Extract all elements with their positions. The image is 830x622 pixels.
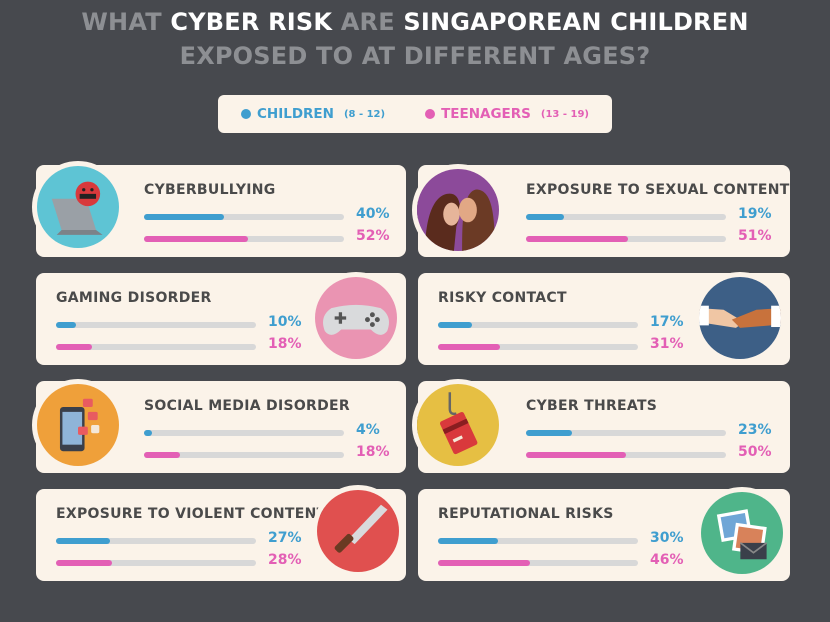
bar-children — [438, 322, 472, 328]
value-label-children: 40% — [356, 206, 390, 222]
title-segment: WHAT — [81, 8, 171, 36]
legend-range-children: (8 - 12) — [343, 108, 386, 120]
bar-teenagers — [438, 560, 530, 566]
risk-title: EXPOSURE TO VIOLENT CONTENT — [56, 506, 327, 522]
bar-children — [144, 430, 152, 436]
risk-title: RISKY CONTACT — [438, 290, 567, 306]
photos-envelope-icon — [696, 487, 788, 579]
bar-track-teenagers — [144, 452, 344, 458]
title-segment: SINGAPOREAN CHILDREN — [403, 8, 749, 36]
risk-title: CYBER THREATS — [526, 398, 658, 414]
bar-track-children — [144, 430, 344, 436]
bar-track-teenagers — [56, 560, 256, 566]
bar-children — [56, 538, 110, 544]
bar-track-children — [526, 214, 726, 220]
bar-children — [56, 322, 76, 328]
bar-track-teenagers — [526, 236, 726, 242]
value-label-children: 19% — [738, 206, 772, 222]
value-label-children: 23% — [738, 422, 772, 438]
risk-title: CYBERBULLYING — [144, 182, 276, 198]
bar-track-children — [56, 322, 256, 328]
value-label-teenagers: 52% — [356, 228, 390, 244]
value-label-children: 27% — [268, 530, 302, 546]
phone-likes-icon — [32, 379, 124, 471]
bar-track-teenagers — [438, 560, 638, 566]
bar-teenagers — [144, 236, 248, 242]
bar-teenagers — [438, 344, 500, 350]
legend-label-children: CHILDREN — [256, 106, 334, 122]
bar-track-children — [526, 430, 726, 436]
legend-dot-children — [240, 109, 251, 119]
legend: CHILDREN (8 - 12) TEENAGERS (13 - 19) — [218, 95, 612, 133]
bar-children — [144, 214, 224, 220]
value-label-teenagers: 18% — [356, 444, 390, 460]
risk-title: SOCIAL MEDIA DISORDER — [144, 398, 350, 414]
bar-track-children — [438, 322, 638, 328]
title-segment: ARE — [340, 8, 404, 36]
value-label-children: 10% — [268, 314, 302, 330]
bar-track-teenagers — [144, 236, 344, 242]
risk-title: REPUTATIONAL RISKS — [438, 506, 614, 522]
bar-teenagers — [144, 452, 180, 458]
bar-track-children — [144, 214, 344, 220]
legend-dot-teenagers — [425, 109, 436, 119]
value-label-teenagers: 50% — [738, 444, 772, 460]
value-label-children: 4% — [356, 422, 380, 438]
legend-item-children: CHILDREN (8 - 12) — [240, 106, 386, 122]
bar-children — [526, 430, 572, 436]
bar-teenagers — [526, 452, 626, 458]
bar-track-teenagers — [438, 344, 638, 350]
couple-icon — [412, 164, 504, 256]
value-label-teenagers: 28% — [268, 552, 302, 568]
bar-children — [438, 538, 498, 544]
value-label-teenagers: 46% — [650, 552, 684, 568]
title-line-1: WHAT CYBER RISK ARE SINGAPOREAN CHILDREN — [0, 8, 830, 36]
legend-range-teenagers: (13 - 19) — [540, 108, 589, 120]
legend-item-teenagers: TEENAGERS (13 - 19) — [425, 106, 589, 122]
value-label-teenagers: 31% — [650, 336, 684, 352]
bar-track-children — [56, 538, 256, 544]
bar-children — [526, 214, 564, 220]
legend-label-teenagers: TEENAGERS — [441, 106, 531, 122]
title-line-2: EXPOSED TO AT DIFFERENT AGES? — [179, 42, 651, 70]
bar-teenagers — [56, 560, 112, 566]
laptop-angry-icon — [32, 161, 124, 253]
risk-title: EXPOSURE TO SEXUAL CONTENT — [526, 182, 790, 198]
bar-track-teenagers — [56, 344, 256, 350]
value-label-teenagers: 18% — [268, 336, 302, 352]
phishing-card-icon — [412, 379, 504, 471]
bar-track-children — [438, 538, 638, 544]
bar-teenagers — [56, 344, 92, 350]
knife-icon — [312, 485, 404, 577]
bar-teenagers — [526, 236, 628, 242]
value-label-teenagers: 51% — [738, 228, 772, 244]
game-controller-icon — [310, 272, 402, 364]
title-segment: CYBER RISK — [170, 8, 341, 36]
value-label-children: 17% — [650, 314, 684, 330]
risk-title: GAMING DISORDER — [56, 290, 212, 306]
value-label-children: 30% — [650, 530, 684, 546]
bar-track-teenagers — [526, 452, 726, 458]
handshake-icon — [694, 272, 786, 364]
